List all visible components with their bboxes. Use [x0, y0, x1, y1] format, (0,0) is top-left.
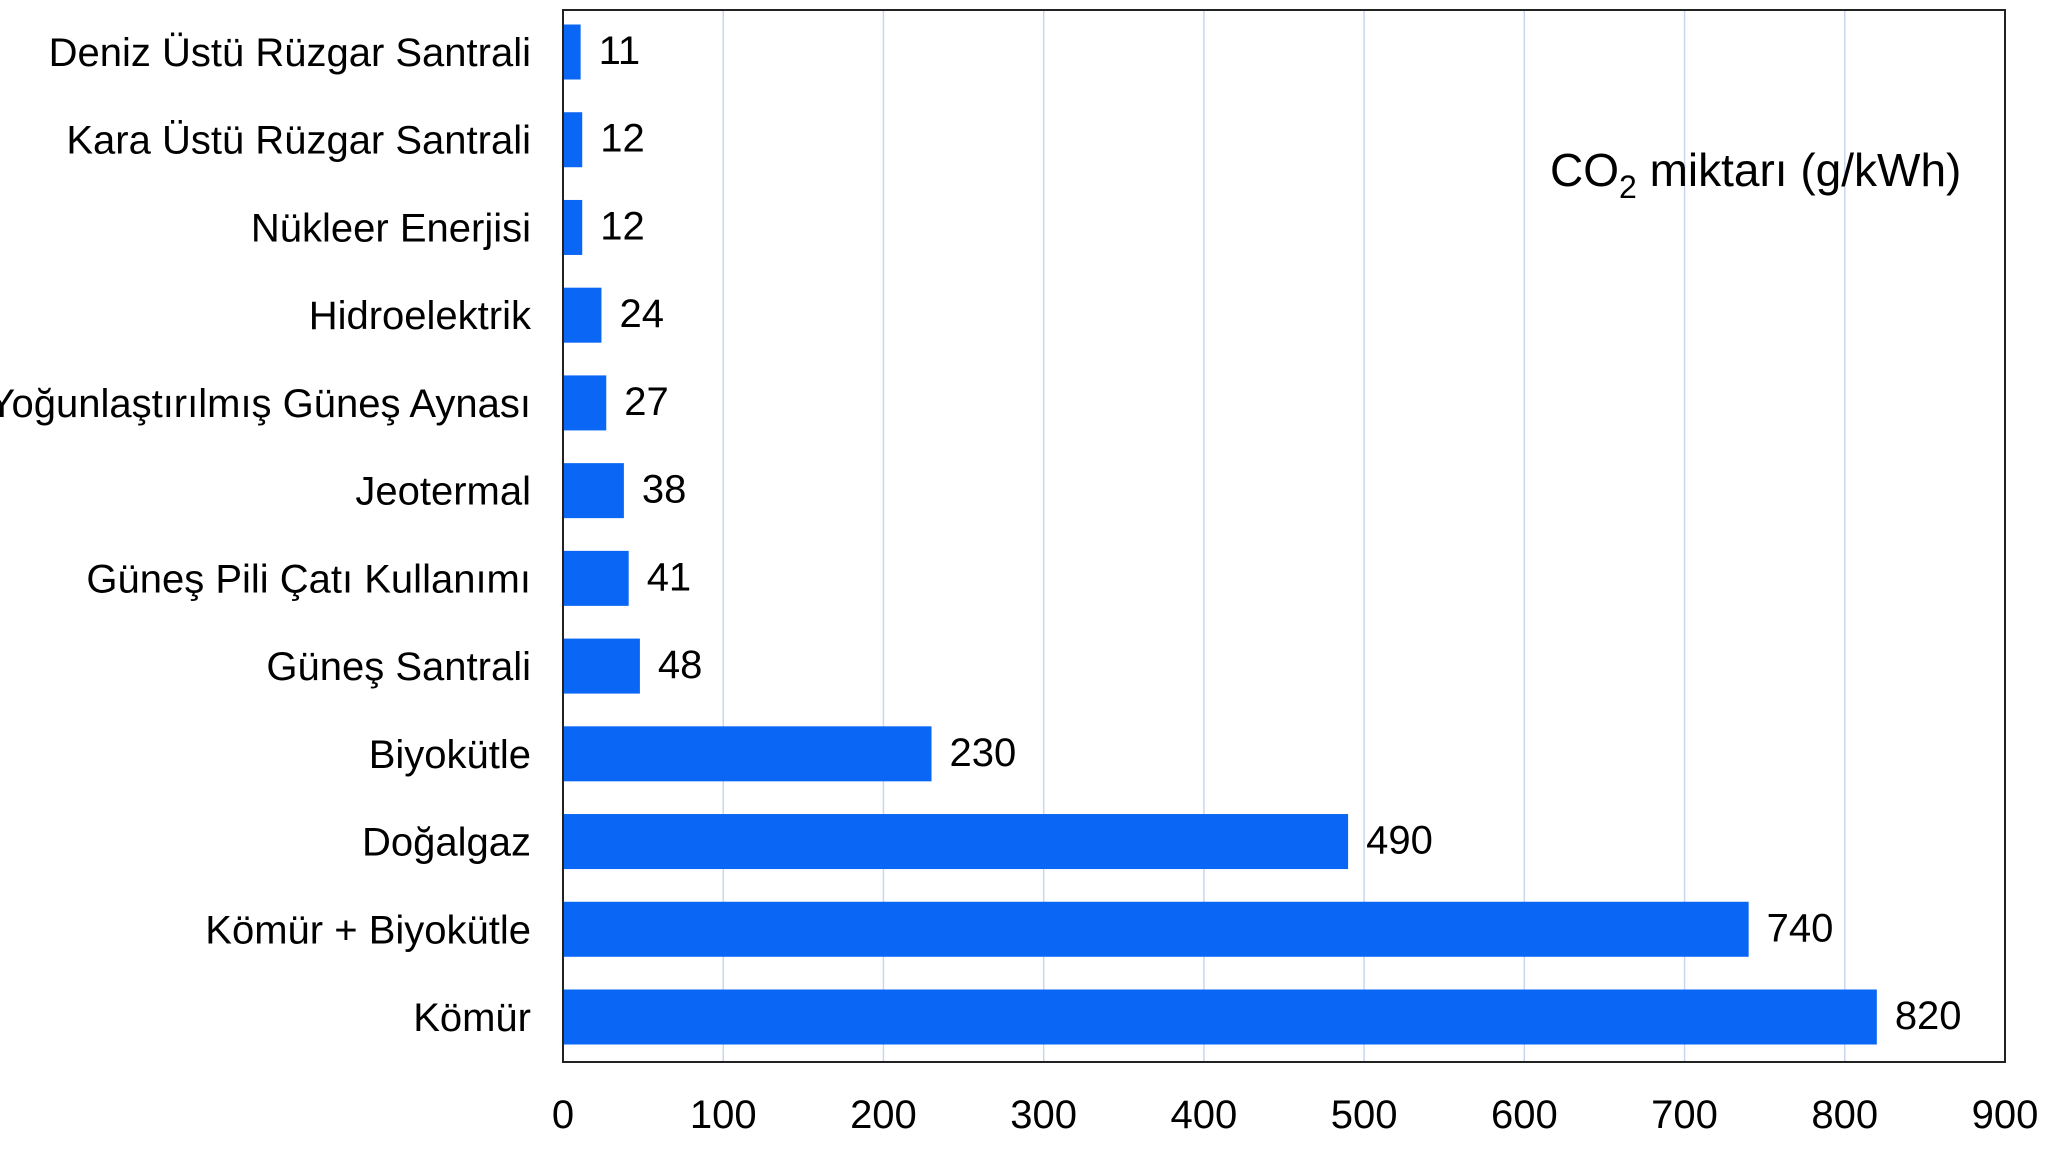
value-labels: 11 12 12 24 27 38 41 48 230 490 740 820 — [599, 29, 1962, 1038]
category-label: Biyokütle — [369, 733, 531, 777]
bar — [563, 726, 932, 782]
x-tick-labels: 0 100 200 300 400 500 600 700 800 900 — [552, 1093, 2039, 1137]
x-tick-label: 300 — [1010, 1093, 1077, 1137]
x-tick-label: 500 — [1331, 1093, 1398, 1137]
bar — [563, 814, 1349, 870]
plot-frame — [562, 9, 2006, 1063]
bar — [563, 901, 1749, 957]
bars — [563, 24, 1877, 1045]
x-tick-label: 0 — [552, 1093, 574, 1137]
value-label: 48 — [658, 643, 703, 687]
title-main: CO — [1550, 144, 1619, 196]
value-label: 12 — [600, 117, 645, 161]
bar — [563, 463, 624, 519]
value-label: 41 — [647, 555, 692, 599]
title-subscript: 2 — [1619, 169, 1637, 205]
bar — [563, 638, 640, 694]
bar — [563, 989, 1877, 1045]
x-tick-label: 400 — [1171, 1093, 1238, 1137]
value-label: 230 — [950, 731, 1017, 775]
category-label: Hidroelektrik — [309, 294, 532, 338]
category-label: Kara Üstü Rüzgar Santrali — [66, 119, 531, 163]
category-labels: Deniz Üstü Rüzgar Santrali Kara Üstü Rüzg… — [0, 31, 532, 1040]
value-label: 24 — [619, 292, 664, 336]
category-label: Kömür + Biyokütle — [205, 908, 531, 952]
x-tick-label: 700 — [1651, 1093, 1718, 1137]
bar — [563, 550, 629, 606]
category-label: Nükleer Enerjisi — [251, 206, 531, 250]
gridlines — [722, 10, 1846, 1062]
bar — [563, 199, 583, 255]
category-label: Güneş Pili Çatı Kullanımı — [86, 557, 531, 601]
x-tick-label: 800 — [1811, 1093, 1878, 1137]
value-label: 38 — [642, 468, 687, 512]
x-tick-label: 200 — [850, 1093, 917, 1137]
chart-title: CO2 miktarı (g/kWh) — [1550, 144, 1961, 205]
category-label: Yoğunlaştırılmış Güneş Aynası — [0, 382, 531, 426]
value-label: 740 — [1767, 906, 1834, 950]
x-tick-label: 100 — [690, 1093, 757, 1137]
bar — [563, 375, 607, 431]
category-label: Jeotermal — [355, 470, 531, 514]
value-label: 11 — [599, 29, 641, 73]
bar — [563, 112, 583, 168]
bar — [563, 24, 581, 80]
category-label: Kömür — [413, 996, 531, 1040]
x-tick-label: 600 — [1491, 1093, 1558, 1137]
value-label: 490 — [1366, 819, 1433, 863]
value-label: 820 — [1895, 994, 1962, 1038]
category-label: Deniz Üstü Rüzgar Santrali — [49, 31, 531, 75]
x-tick-label: 900 — [1972, 1093, 2039, 1137]
bar — [563, 287, 602, 343]
title-rest: miktarı (g/kWh) — [1637, 144, 1962, 196]
category-label: Güneş Santrali — [266, 645, 531, 689]
value-label: 27 — [624, 380, 669, 424]
value-label: 12 — [600, 204, 645, 248]
category-label: Doğalgaz — [362, 821, 531, 865]
